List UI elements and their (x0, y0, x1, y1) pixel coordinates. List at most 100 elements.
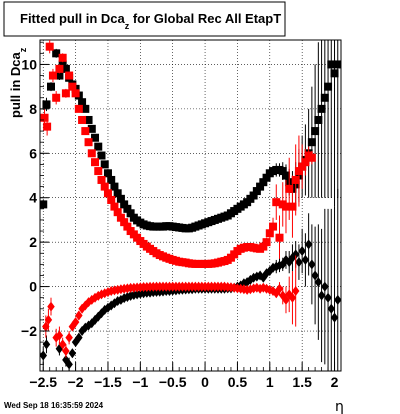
data-series-group (40, 40, 341, 371)
data-point-diamond (314, 277, 323, 288)
data-point-square (97, 175, 106, 184)
data-point-diamond (71, 317, 80, 328)
data-point-square (262, 238, 271, 247)
data-point-square (256, 182, 265, 191)
data-point-square (55, 71, 64, 80)
data-point-square (91, 133, 100, 142)
data-point-square (123, 222, 132, 231)
data-point-square (107, 195, 116, 204)
data-point-square (71, 89, 80, 98)
data-point-square (47, 82, 56, 91)
y-tick-label: 0 (29, 279, 37, 295)
data-point-diamond (311, 270, 319, 281)
data-point-square (48, 71, 57, 80)
data-point-square (330, 69, 339, 78)
data-point-square (120, 218, 129, 227)
data-point-diamond (42, 339, 51, 350)
data-point-diamond (62, 346, 70, 357)
data-point-square (294, 167, 303, 176)
data-point-square (40, 113, 49, 122)
x-tick-label: −0.5 (159, 374, 187, 390)
data-point-diamond (55, 330, 64, 341)
data-point-square (107, 175, 116, 184)
chart-title-tail: for Global Rec All EtapT (129, 11, 281, 26)
data-point-square (123, 204, 132, 213)
data-point-square (110, 182, 119, 191)
data-point-square (265, 229, 274, 238)
data-point-square (81, 127, 90, 136)
data-point-square (126, 209, 135, 218)
data-point-diamond (288, 252, 297, 263)
data-point-square (94, 167, 103, 176)
data-point-square (327, 60, 336, 69)
data-point-square (317, 104, 326, 113)
data-point-diamond (317, 290, 326, 301)
data-point-square (55, 64, 64, 73)
data-point-diamond (42, 321, 50, 332)
y-tick-label: 8 (29, 101, 37, 117)
data-point-diamond (288, 292, 297, 303)
data-point-diamond (321, 281, 329, 292)
data-point-square (42, 100, 51, 109)
data-point-square (91, 158, 100, 167)
data-points (40, 40, 341, 371)
data-point-square (100, 160, 109, 169)
data-point-square (61, 89, 70, 98)
data-point-square (103, 189, 112, 198)
data-point-square (94, 142, 103, 151)
y-axis-label: pull in Dcaz (8, 47, 28, 118)
footer-timestamp: Wed Sep 18 16:35:59 2024 (4, 401, 104, 410)
data-point-diamond (75, 332, 83, 343)
data-point-square (259, 242, 268, 251)
data-point-square (320, 93, 329, 102)
x-tick-label: −2 (68, 374, 84, 390)
data-point-square (307, 138, 316, 147)
y-tick-label: 2 (29, 234, 37, 250)
data-point-square (113, 208, 122, 217)
data-point-diamond (324, 292, 332, 303)
x-tick-label: −2.5 (29, 374, 57, 390)
data-point-diamond (304, 239, 313, 250)
data-point-square (116, 194, 125, 203)
x-tick-label: 0 (201, 374, 209, 390)
y-axis-label-main: pull in Dca (8, 52, 23, 119)
data-point-square (324, 82, 333, 91)
data-point-square (252, 187, 261, 196)
data-point-square (78, 98, 87, 107)
data-point-square (43, 122, 52, 131)
y-axis-label-subscript: z (18, 47, 28, 52)
data-point-diamond (68, 348, 77, 359)
data-point-diamond (298, 246, 306, 257)
data-point-diamond (327, 303, 336, 314)
data-point-diamond (44, 314, 53, 325)
data-point-square (84, 138, 93, 147)
data-point-square (301, 158, 310, 167)
data-point-diamond (65, 359, 73, 370)
data-point-diamond (295, 257, 303, 268)
data-point-square (120, 200, 129, 209)
data-point-square (333, 60, 341, 69)
data-point-square (278, 167, 287, 176)
data-point-square (103, 169, 112, 178)
data-point-square (61, 64, 70, 73)
x-tick-label: −1 (132, 374, 148, 390)
data-point-square (52, 93, 61, 102)
data-point-square (314, 115, 323, 124)
data-point-square (58, 60, 67, 69)
data-point-square (84, 115, 93, 124)
series-4 (42, 255, 300, 358)
title-frame (3, 1, 286, 37)
data-point-square (285, 184, 294, 193)
data-point-square (78, 115, 87, 124)
data-point-square (298, 162, 307, 171)
data-point-diamond (249, 272, 258, 283)
data-point-square (275, 233, 284, 242)
data-point-square (262, 173, 271, 182)
title-box: Fitted pull in Dcaz for Global Rec All E… (3, 1, 286, 37)
x-tick-label: 1.5 (292, 374, 312, 390)
data-point-square (281, 171, 290, 180)
data-point-square (81, 104, 90, 113)
data-point-square (291, 175, 300, 184)
y-tick-label: 4 (29, 190, 37, 206)
